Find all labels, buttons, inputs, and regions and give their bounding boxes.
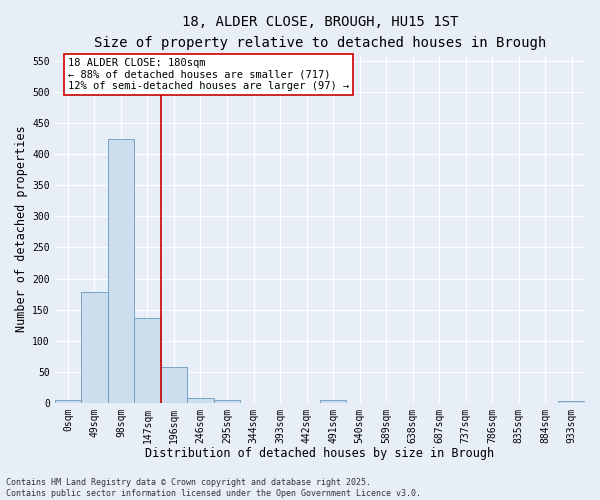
X-axis label: Distribution of detached houses by size in Brough: Distribution of detached houses by size … bbox=[145, 447, 494, 460]
Bar bbox=[161, 366, 187, 402]
Bar bbox=[214, 400, 240, 402]
Bar bbox=[55, 400, 81, 402]
Bar bbox=[320, 400, 346, 402]
Bar bbox=[187, 398, 214, 402]
Bar bbox=[559, 401, 585, 402]
Text: Contains HM Land Registry data © Crown copyright and database right 2025.
Contai: Contains HM Land Registry data © Crown c… bbox=[6, 478, 421, 498]
Bar bbox=[107, 139, 134, 402]
Text: 18 ALDER CLOSE: 180sqm
← 88% of detached houses are smaller (717)
12% of semi-de: 18 ALDER CLOSE: 180sqm ← 88% of detached… bbox=[68, 58, 349, 91]
Title: 18, ALDER CLOSE, BROUGH, HU15 1ST
Size of property relative to detached houses i: 18, ALDER CLOSE, BROUGH, HU15 1ST Size o… bbox=[94, 15, 546, 50]
Bar bbox=[134, 318, 161, 402]
Y-axis label: Number of detached properties: Number of detached properties bbox=[15, 126, 28, 332]
Bar bbox=[81, 292, 107, 403]
